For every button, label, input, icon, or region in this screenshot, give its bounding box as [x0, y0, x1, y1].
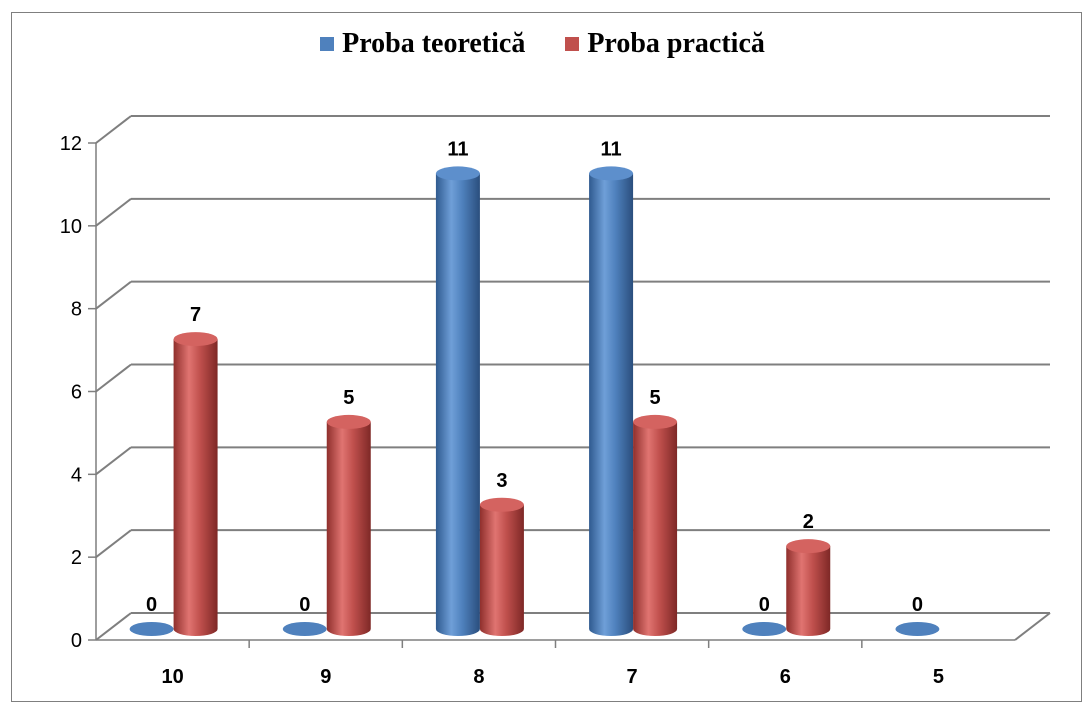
bar-teoretica-7: [589, 166, 634, 636]
data-label: 0: [912, 594, 923, 616]
legend: Proba teoretică Proba practică: [0, 28, 1085, 60]
bar-cap: [326, 414, 371, 429]
y-tick-label: 10: [60, 216, 82, 238]
bar-teoretica-6: [742, 622, 787, 636]
legend-item-teoretica: Proba teoretică: [320, 28, 525, 60]
bar-body: [589, 173, 634, 636]
y-tick-label: 12: [60, 133, 82, 155]
gridline-diagonal: [95, 446, 132, 476]
bar-teoretica-10: [129, 622, 174, 636]
axis-layer: [88, 142, 1051, 648]
gridline-diagonal: [95, 363, 132, 393]
data-label: 3: [496, 470, 507, 492]
x-tick-label: 8: [473, 666, 484, 688]
data-label: 0: [146, 594, 157, 616]
bar-practica-8: [479, 497, 524, 636]
bar-body: [786, 546, 831, 636]
x-tick-label: 10: [161, 666, 183, 688]
floor-right-edge: [1014, 612, 1051, 641]
gridline-diagonal: [95, 529, 132, 558]
bar-teoretica-5: [895, 622, 940, 636]
legend-swatch-teoretica: [320, 37, 335, 51]
gridline-diagonal: [95, 280, 132, 310]
bar-cap: [895, 622, 940, 636]
bar-cap: [129, 622, 174, 636]
y-tick-label: 8: [71, 299, 82, 321]
y-tick-label: 2: [71, 547, 82, 569]
x-tick-label: 6: [780, 666, 791, 688]
bar-practica-10: [173, 332, 218, 636]
gridline-diagonal: [95, 612, 132, 641]
bar-body: [173, 339, 218, 636]
data-label: 0: [299, 594, 310, 616]
legend-swatch-practica: [565, 37, 580, 51]
data-label: 11: [447, 138, 468, 160]
data-label: 5: [650, 387, 661, 409]
bar-cap: [589, 166, 634, 181]
x-tick-label: 5: [933, 666, 944, 688]
bar-cap: [282, 622, 327, 636]
label-layer: 0 2 4 6 8 10 12 10 9 8 7 6 5 0 0 11 11 0 0 7 5 3 5 2: [60, 133, 944, 688]
bar-body: [633, 421, 678, 636]
bar-body: [326, 421, 371, 636]
y-tick-label: 4: [71, 464, 82, 486]
data-label: 0: [759, 594, 770, 616]
legend-label-practica: Proba practică: [587, 28, 765, 59]
bar-cap: [173, 332, 218, 347]
x-tick-label: 9: [320, 666, 331, 688]
x-tick-label: 7: [627, 666, 638, 688]
bar-cap: [742, 622, 787, 636]
bar-cap: [435, 166, 480, 181]
bar-practica-6: [786, 539, 831, 636]
bar-cap: [786, 539, 831, 554]
legend-label-teoretica: Proba teoretică: [342, 28, 526, 59]
data-label: 2: [803, 511, 814, 533]
y-tick-label: 0: [71, 630, 82, 652]
data-label: 11: [601, 138, 622, 160]
gridline-diagonal: [95, 198, 132, 227]
bar-body: [435, 173, 480, 636]
gridline-diagonal: [95, 115, 132, 144]
bar-teoretica-9: [282, 622, 327, 636]
grid-layer: [95, 115, 1050, 641]
bar-teoretica-8: [435, 166, 480, 636]
bar-cap: [479, 497, 524, 512]
bar-body: [479, 504, 524, 636]
data-label: 7: [190, 304, 201, 326]
data-label: 5: [343, 387, 354, 409]
bar-practica-7: [633, 414, 678, 636]
legend-item-practica: Proba practică: [565, 28, 765, 60]
bar-cap: [633, 414, 678, 429]
y-tick-label: 6: [71, 382, 82, 404]
bar-layer: [129, 166, 940, 636]
bar-practica-9: [326, 414, 371, 636]
